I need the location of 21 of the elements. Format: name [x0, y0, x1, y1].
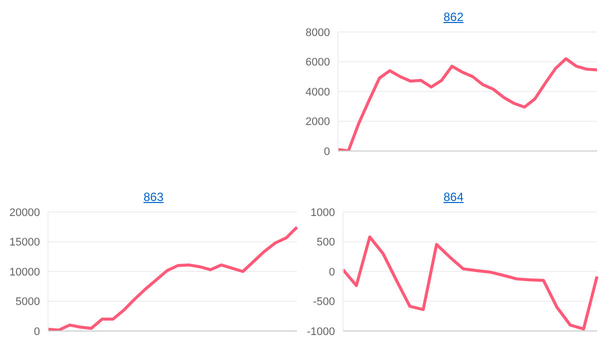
y-tick-label: 0 [34, 326, 40, 338]
y-tick-label: 20000 [9, 206, 40, 219]
y-tick-label: 500 [316, 236, 335, 249]
y-tick-label: 5000 [16, 296, 40, 308]
y-tick-label: 8000 [306, 26, 330, 39]
y-tick-label: 15000 [9, 236, 40, 249]
line-series [336, 57, 598, 151]
y-tick-label: 4000 [306, 86, 330, 98]
y-tick-label: 0 [324, 146, 330, 158]
chart-title: 862 [443, 10, 464, 24]
line-series [46, 226, 298, 331]
y-tick-label: 1000 [310, 206, 335, 219]
y-tick-label: 6000 [306, 56, 330, 69]
chart-title: 864 [443, 190, 464, 204]
line-series [342, 235, 598, 330]
y-tick-label: 2000 [306, 116, 330, 128]
y-tick-label: 10000 [9, 266, 40, 278]
y-tick-label: -500 [312, 296, 335, 308]
chart-title: 863 [143, 190, 164, 204]
y-tick-label: -1000 [306, 326, 335, 338]
y-tick-label: 0 [328, 266, 335, 278]
